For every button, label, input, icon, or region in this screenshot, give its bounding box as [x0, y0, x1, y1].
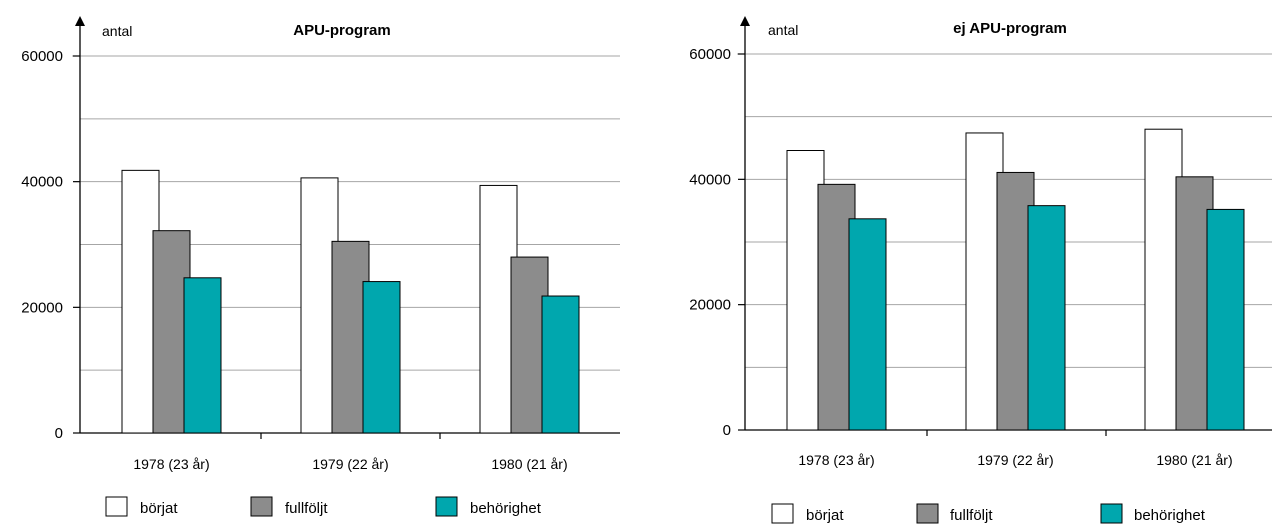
chart-title: APU-program — [293, 22, 391, 39]
y-axis-arrow-icon — [75, 16, 85, 26]
x-tick-label: 1980 (21 år) — [1156, 452, 1232, 468]
bar-behorighet-2 — [362, 281, 401, 434]
x-tick-label: 1978 (23 år) — [798, 452, 874, 468]
y-axis-label: antal — [102, 23, 132, 39]
legend-swatch-fullfoljt — [916, 503, 939, 524]
bar-behorighet-3 — [541, 295, 580, 434]
legend-label-borjat: börjat — [806, 507, 844, 524]
y-tick-label: 40000 — [21, 174, 63, 191]
chart-2: 0 20000 40000 60000 antal ej APU-program 1978 … — [689, 16, 1272, 524]
y-tick-label: 20000 — [21, 299, 63, 316]
legend-swatch-borjat — [105, 496, 128, 517]
chart-title: ej APU-program — [953, 20, 1067, 37]
legend-swatch-borjat — [771, 503, 794, 524]
bar-behorighet-1 — [848, 218, 887, 431]
y-axis-label: antal — [768, 22, 798, 38]
y-tick-label: 40000 — [689, 171, 731, 188]
legend-label-fullfoljt: fullföljt — [285, 500, 328, 517]
legend-label-behorighet: behörighet — [470, 500, 542, 517]
y-tick-label: 0 — [55, 425, 63, 442]
legend-label-fullfoljt: fullföljt — [950, 507, 993, 524]
legend-swatch-behorighet — [435, 496, 458, 517]
bar-behorighet-2 — [1027, 205, 1066, 431]
legend-swatch-fullfoljt — [250, 496, 273, 517]
bar-behorighet-3 — [1206, 208, 1245, 431]
y-tick-label: 20000 — [689, 297, 731, 314]
bar-behorighet-1 — [183, 277, 222, 434]
y-tick-label: 60000 — [21, 48, 63, 65]
x-tick-label: 1980 (21 år) — [491, 456, 567, 472]
y-tick-label: 0 — [723, 422, 731, 439]
chart-1: 0 20000 40000 60000 antal APU-program 1978 (23… — [21, 16, 620, 517]
y-axis-arrow-icon — [740, 16, 750, 26]
x-tick-label: 1979 (22 år) — [977, 452, 1053, 468]
legend-label-behorighet: behörighet — [1134, 507, 1206, 524]
y-tick-label: 60000 — [689, 46, 731, 63]
legend-label-borjat: börjat — [140, 500, 178, 517]
legend-swatch-behorighet — [1100, 503, 1123, 524]
x-tick-label: 1979 (22 år) — [312, 456, 388, 472]
x-tick-label: 1978 (23 år) — [133, 456, 209, 472]
